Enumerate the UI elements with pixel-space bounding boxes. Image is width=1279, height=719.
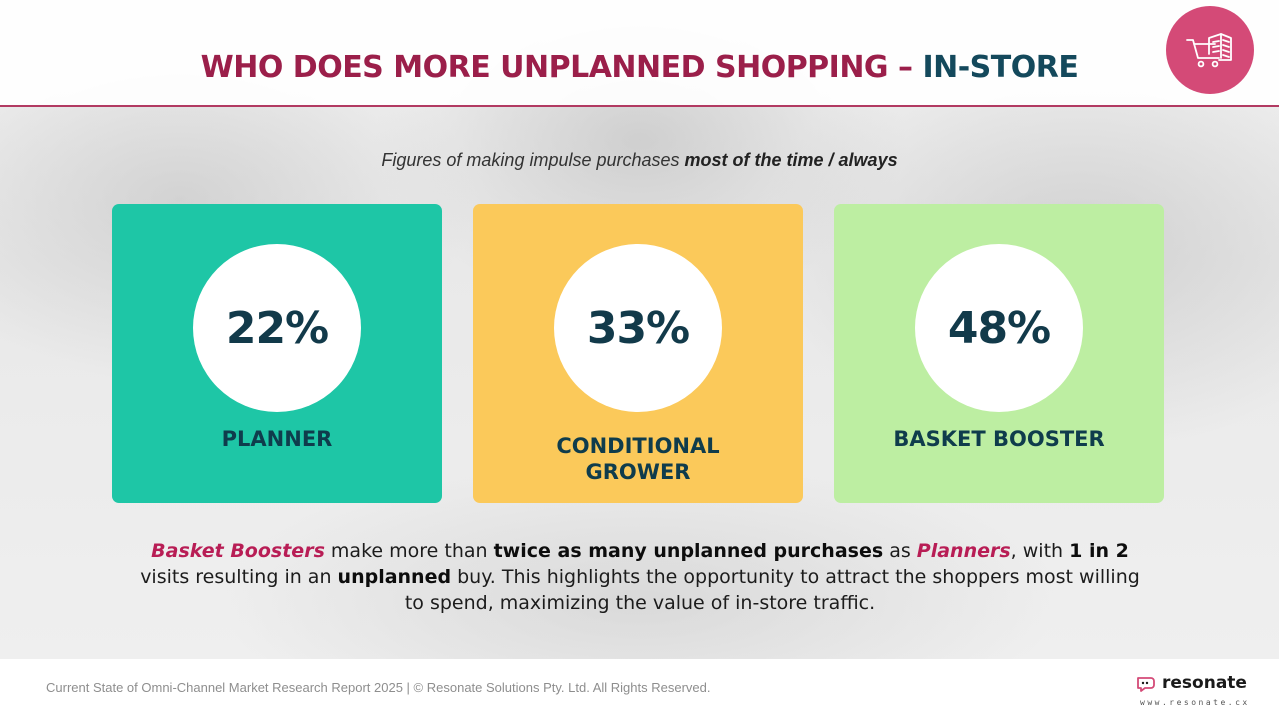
summary-fragment: , with	[1010, 540, 1070, 562]
summary-fragment: make more than	[324, 540, 494, 562]
summary-bold: unplanned	[337, 566, 452, 588]
label-line-2: GROWER	[585, 460, 691, 484]
copyright-text: Current State of Omni-Channel Market Res…	[46, 680, 711, 695]
percent-circle: 33%	[554, 244, 722, 412]
title-accent: IN-STORE	[922, 50, 1079, 85]
shopping-cart-building-icon	[1166, 6, 1254, 94]
title-main: WHO DOES MORE UNPLANNED SHOPPING –	[200, 50, 923, 85]
conditional-grower-percent: 33%	[586, 302, 690, 354]
highlight-basket-boosters: Basket Boosters	[151, 540, 325, 562]
percent-circle: 48%	[915, 244, 1083, 412]
summary-text: Basket Boosters make more than twice as …	[140, 538, 1140, 616]
conditional-grower-label: CONDITIONAL GROWER	[473, 433, 803, 485]
label-line-1: CONDITIONAL	[556, 434, 720, 458]
basket-booster-percent: 48%	[947, 302, 1051, 354]
planner-percent: 22%	[225, 302, 329, 354]
summary-bold: twice as many unplanned purchases	[493, 540, 884, 562]
summary-fragment: visits resulting in an	[140, 566, 338, 588]
planner-label: PLANNER	[221, 427, 333, 451]
brand-url: www.resonate.cx	[1140, 698, 1250, 707]
page-title: WHO DOES MORE UNPLANNED SHOPPING – IN-ST…	[0, 50, 1279, 85]
conditional-grower-card: 33% CONDITIONAL GROWER	[473, 204, 803, 503]
basket-booster-card: 48% BASKET BOOSTER	[834, 204, 1164, 503]
footer: Current State of Omni-Channel Market Res…	[0, 659, 1279, 719]
summary-bold: 1 in 2	[1069, 540, 1129, 562]
chart-subtitle: Figures of making impulse purchases most…	[0, 150, 1279, 171]
summary-fragment: buy. This highlights the opportunity to …	[404, 566, 1140, 614]
percent-circle: 22%	[193, 244, 361, 412]
subtitle-emphasis: most of the time / always	[684, 150, 898, 170]
highlight-planners: Planners	[916, 540, 1011, 562]
summary-fragment: as	[883, 540, 917, 562]
header: WHO DOES MORE UNPLANNED SHOPPING – IN-ST…	[0, 0, 1279, 107]
brand-name: resonate	[1162, 673, 1247, 693]
subtitle-lead: Figures of making impulse purchases	[381, 150, 685, 170]
resonate-logo-icon	[1137, 677, 1155, 692]
basket-booster-label: BASKET BOOSTER	[893, 427, 1105, 451]
planner-card: 22% PLANNER	[112, 204, 442, 503]
